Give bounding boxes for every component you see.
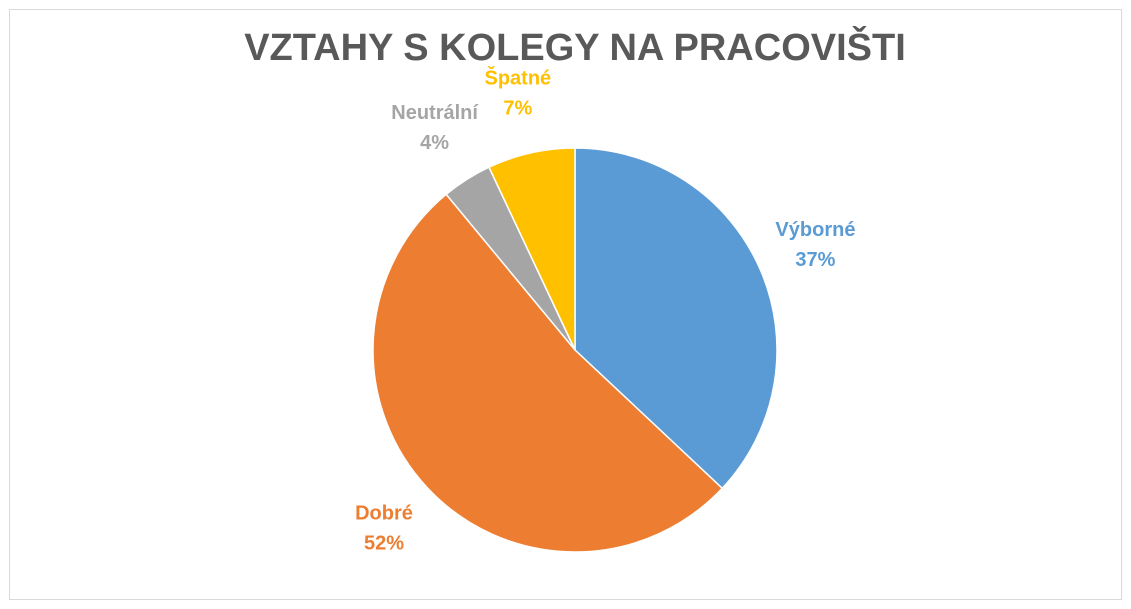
slice-label: Špatné: [485, 66, 552, 90]
slice-value-label: 52%: [364, 533, 404, 555]
slice-value-label: 37%: [795, 249, 835, 271]
slice-value-label: 4%: [420, 132, 449, 154]
slice-label: Dobré: [355, 503, 413, 525]
chart-title: VZTAHY S KOLEGY NA PRACOVIŠTI: [244, 24, 906, 69]
slice-label: Neutrální: [391, 102, 479, 124]
pie-slice: [574, 147, 778, 490]
slice-label: Výborné: [775, 219, 855, 241]
pie-slice: [372, 193, 724, 553]
pie-slice: [487, 147, 576, 351]
slice-value-label: 7%: [503, 98, 532, 120]
